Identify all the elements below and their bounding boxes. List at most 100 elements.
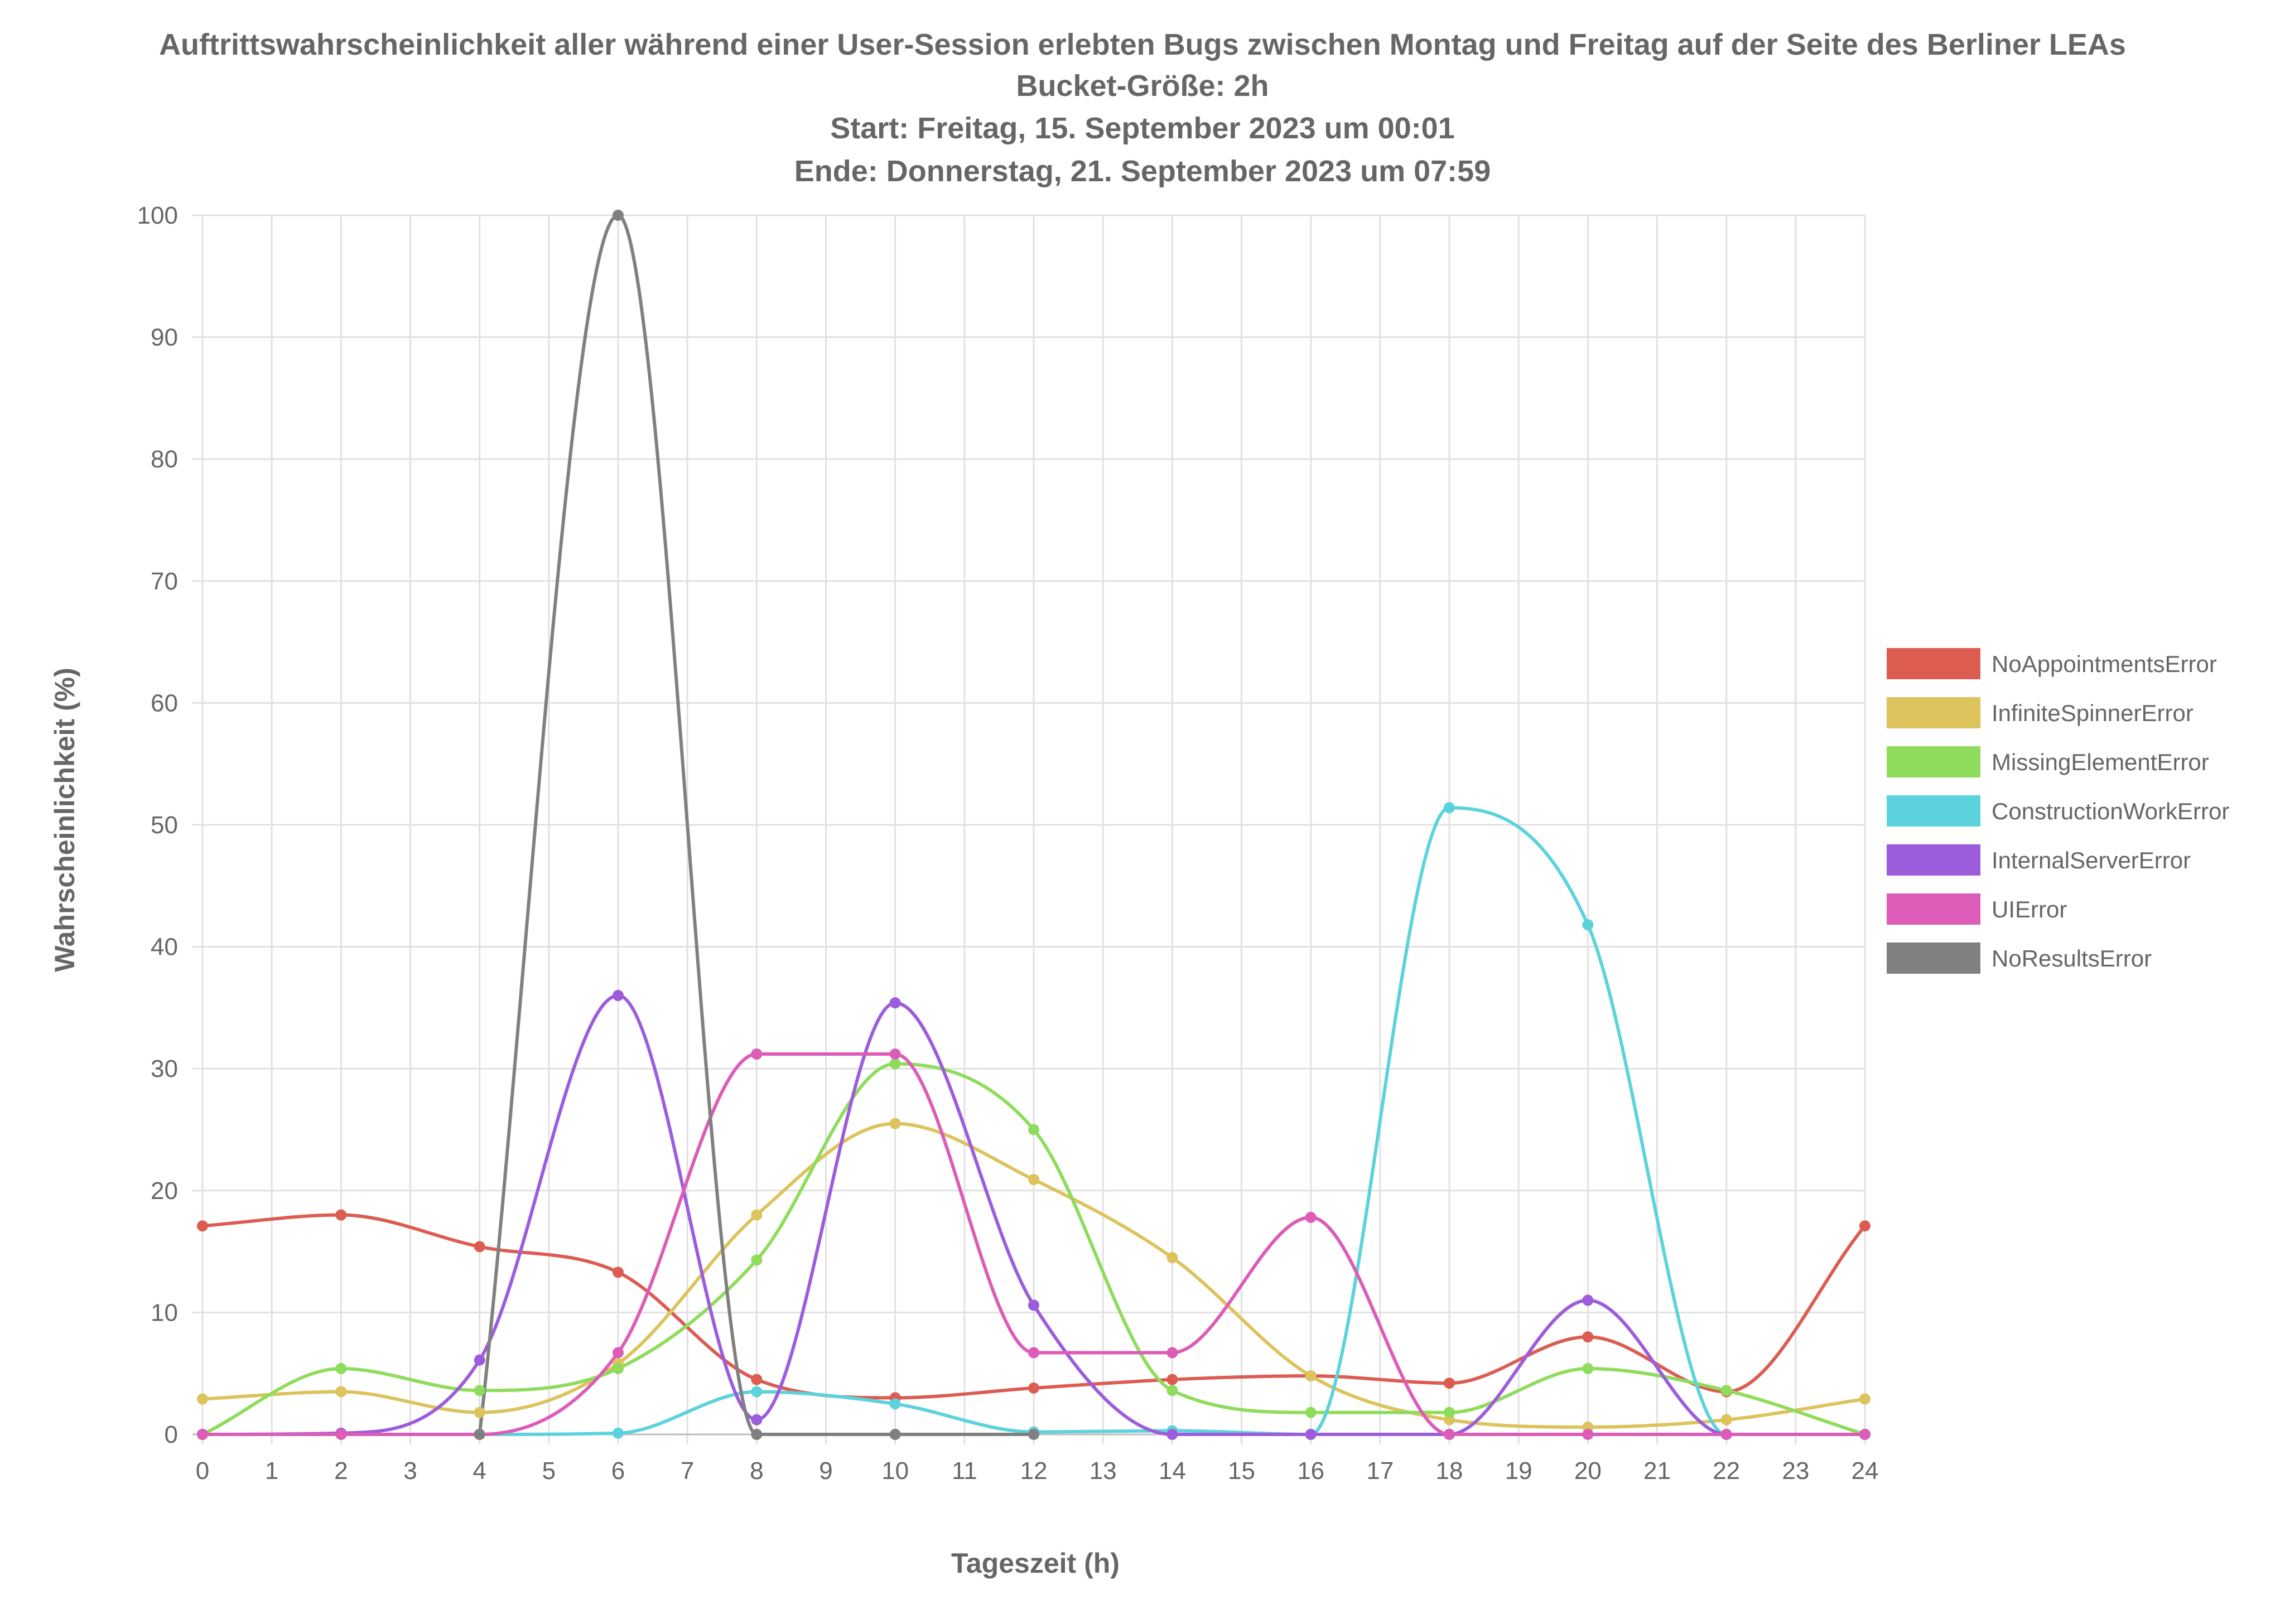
x-tick-label: 14	[1159, 1457, 1186, 1485]
x-tick-label: 10	[881, 1457, 909, 1485]
data-point-no-appointments-error[interactable]	[1859, 1220, 1871, 1232]
data-point-uierror[interactable]	[613, 1347, 624, 1359]
legend-swatch	[1887, 648, 1980, 679]
data-point-construction-work-error[interactable]	[613, 1427, 624, 1439]
data-point-infinite-spinner-error[interactable]	[335, 1386, 347, 1398]
data-point-no-appointments-error[interactable]	[474, 1241, 485, 1253]
data-point-uierror[interactable]	[1305, 1211, 1317, 1223]
data-point-missing-element-error[interactable]	[1720, 1385, 1732, 1396]
data-point-infinite-spinner-error[interactable]	[889, 1118, 901, 1129]
data-point-missing-element-error[interactable]	[613, 1362, 624, 1374]
data-point-internal-server-error[interactable]	[889, 997, 901, 1009]
data-point-uierror[interactable]	[751, 1048, 763, 1060]
data-point-no-appointments-error[interactable]	[1444, 1378, 1455, 1389]
data-point-no-appointments-error[interactable]	[751, 1374, 763, 1385]
legend-item-infinite-spinner-error[interactable]: InfiniteSpinnerError	[1887, 697, 2194, 728]
data-point-infinite-spinner-error[interactable]	[1305, 1370, 1317, 1382]
data-point-no-results-error[interactable]	[1028, 1429, 1039, 1440]
data-point-no-appointments-error[interactable]	[1028, 1382, 1039, 1394]
data-point-internal-server-error[interactable]	[1582, 1294, 1594, 1306]
legend-item-no-results-error[interactable]: NoResultsError	[1887, 942, 2152, 974]
legend-item-construction-work-error[interactable]: ConstructionWorkError	[1887, 795, 2229, 826]
data-point-missing-element-error[interactable]	[1028, 1124, 1039, 1135]
y-tick-label: 10	[151, 1299, 178, 1326]
legend-item-uierror[interactable]: UIError	[1887, 893, 2067, 925]
data-point-no-appointments-error[interactable]	[197, 1220, 208, 1232]
data-point-uierror[interactable]	[1028, 1347, 1039, 1359]
chart-title-line-1: Auftrittswahrscheinlichkeit aller währen…	[159, 28, 2126, 61]
legend-label: NoAppointmentsError	[1992, 651, 2217, 677]
x-tick-label: 0	[196, 1457, 209, 1485]
legend-label: InfiniteSpinnerError	[1992, 700, 2194, 726]
data-point-uierror[interactable]	[1582, 1429, 1594, 1440]
data-point-infinite-spinner-error[interactable]	[197, 1393, 208, 1405]
legend-item-internal-server-error[interactable]: InternalServerError	[1887, 844, 2191, 876]
chart-title-line-4: Ende: Donnerstag, 21. September 2023 um …	[794, 154, 1491, 188]
x-tick-label: 24	[1852, 1457, 1879, 1485]
data-point-internal-server-error[interactable]	[613, 990, 624, 1002]
data-point-no-appointments-error[interactable]	[1582, 1331, 1594, 1343]
x-tick-label: 1	[265, 1457, 278, 1485]
y-tick-label: 100	[137, 202, 178, 229]
legend-label: MissingElementError	[1992, 749, 2209, 775]
x-tick-label: 23	[1782, 1457, 1809, 1485]
data-point-infinite-spinner-error[interactable]	[1859, 1393, 1871, 1405]
data-point-no-results-error[interactable]	[889, 1429, 901, 1440]
x-tick-label: 11	[952, 1457, 977, 1485]
x-tick-label: 21	[1643, 1457, 1671, 1485]
data-point-missing-element-error[interactable]	[889, 1058, 901, 1070]
data-point-missing-element-error[interactable]	[1166, 1385, 1178, 1396]
data-point-infinite-spinner-error[interactable]	[1166, 1252, 1178, 1264]
data-point-infinite-spinner-error[interactable]	[1720, 1414, 1732, 1425]
data-point-missing-element-error[interactable]	[335, 1362, 347, 1374]
data-point-missing-element-error[interactable]	[1582, 1362, 1594, 1374]
data-point-construction-work-error[interactable]	[1582, 919, 1594, 931]
data-point-uierror[interactable]	[335, 1429, 347, 1440]
data-point-missing-element-error[interactable]	[1305, 1406, 1317, 1418]
x-axis-title: Tageszeit (h)	[951, 1548, 1120, 1579]
data-point-infinite-spinner-error[interactable]	[751, 1209, 763, 1221]
x-tick-label: 4	[473, 1457, 486, 1485]
data-point-internal-server-error[interactable]	[1028, 1299, 1039, 1311]
data-point-uierror[interactable]	[1444, 1429, 1455, 1440]
legend-label: NoResultsError	[1992, 945, 2152, 972]
x-tick-label: 7	[681, 1457, 694, 1485]
data-point-no-appointments-error[interactable]	[335, 1209, 347, 1221]
chart-title-line-3: Start: Freitag, 15. September 2023 um 00…	[830, 112, 1454, 145]
data-point-missing-element-error[interactable]	[474, 1385, 485, 1396]
data-point-internal-server-error[interactable]	[1305, 1429, 1317, 1440]
chart-title-line-2: Bucket-Größe: 2h	[1016, 69, 1269, 103]
data-point-construction-work-error[interactable]	[751, 1386, 763, 1398]
data-point-infinite-spinner-error[interactable]	[1028, 1174, 1039, 1186]
data-point-uierror[interactable]	[197, 1429, 208, 1440]
data-point-uierror[interactable]	[1166, 1347, 1178, 1359]
data-point-missing-element-error[interactable]	[1444, 1406, 1455, 1418]
data-point-infinite-spinner-error[interactable]	[474, 1406, 485, 1418]
legend-item-missing-element-error[interactable]: MissingElementError	[1887, 746, 2209, 777]
x-tick-label: 12	[1020, 1457, 1048, 1485]
legend-swatch	[1887, 893, 1980, 925]
series-points	[197, 210, 1871, 1440]
x-tick-label: 13	[1090, 1457, 1117, 1485]
legend-label: ConstructionWorkError	[1992, 798, 2229, 824]
data-point-uierror[interactable]	[889, 1048, 901, 1060]
data-point-construction-work-error[interactable]	[889, 1398, 901, 1410]
data-point-internal-server-error[interactable]	[1166, 1429, 1178, 1440]
legend-swatch	[1887, 942, 1980, 974]
legend-label: InternalServerError	[1992, 847, 2191, 873]
data-point-no-appointments-error[interactable]	[1166, 1374, 1178, 1385]
data-point-uierror[interactable]	[1859, 1429, 1871, 1440]
data-point-no-results-error[interactable]	[474, 1429, 485, 1440]
data-point-internal-server-error[interactable]	[474, 1354, 485, 1366]
legend: NoAppointmentsError InfiniteSpinnerError M…	[1887, 648, 2229, 974]
x-tick-label: 20	[1574, 1457, 1602, 1485]
data-point-no-appointments-error[interactable]	[613, 1267, 624, 1278]
legend-swatch	[1887, 844, 1980, 876]
data-point-construction-work-error[interactable]	[1444, 802, 1455, 814]
legend-item-no-appointments-error[interactable]: NoAppointmentsError	[1887, 648, 2217, 679]
data-point-no-results-error[interactable]	[751, 1429, 763, 1440]
data-point-uierror[interactable]	[1720, 1429, 1732, 1440]
data-point-missing-element-error[interactable]	[751, 1254, 763, 1266]
data-point-no-results-error[interactable]	[613, 210, 624, 221]
data-point-internal-server-error[interactable]	[751, 1414, 763, 1425]
